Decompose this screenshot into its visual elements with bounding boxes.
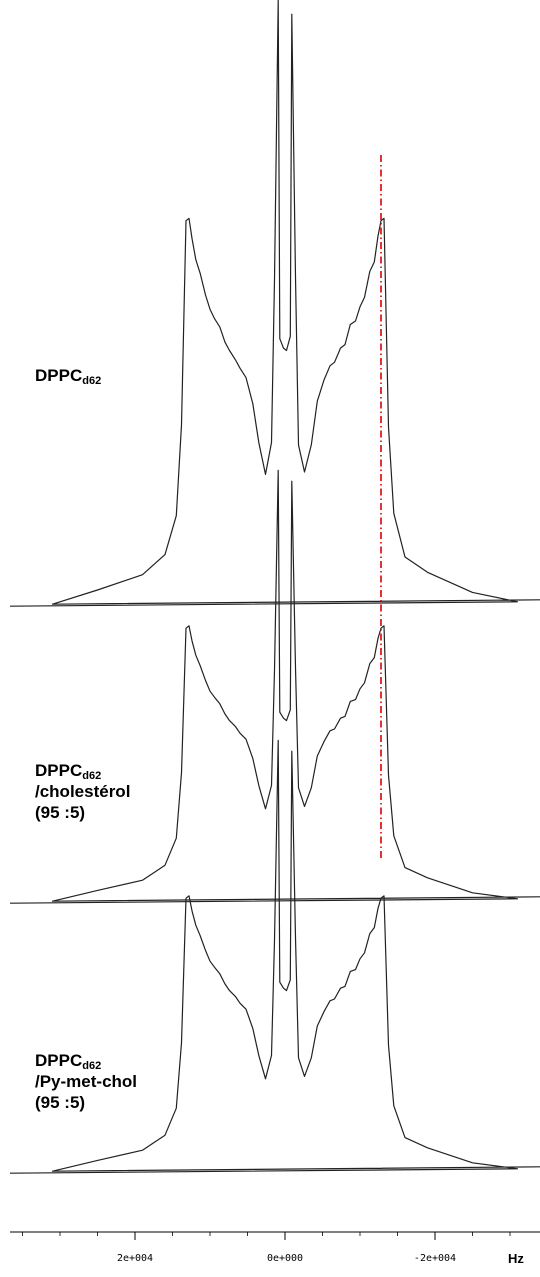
spectrum-line-dppc-d62 xyxy=(9,0,540,607)
spectra-group xyxy=(9,0,540,1174)
spectrum-label-dppc-cholesterol: DPPCd62 /cholestérol (95 :5) xyxy=(35,761,131,822)
spectrum-label-dppc-d62: DPPCd62 xyxy=(35,366,102,387)
x-axis: 2e+004 0e+000 -2e+004 Hz xyxy=(10,1231,540,1266)
x-axis-tick-label: 0e+000 xyxy=(267,1253,303,1264)
spectrum-line-dppc-cholesterol xyxy=(9,469,540,904)
x-axis-tick-label: 2e+004 xyxy=(117,1253,153,1264)
spectrum-label-dppc-py-met-chol: DPPCd62 /Py-met-chol (95 :5) xyxy=(35,1051,138,1112)
spectrum-line-dppc-py-met-chol xyxy=(9,739,540,1174)
x-axis-ticks: 2e+004 0e+000 -2e+004 xyxy=(22,1232,511,1264)
x-axis-tick-label: -2e+004 xyxy=(414,1253,456,1264)
x-axis-unit-label: Hz xyxy=(508,1251,524,1266)
